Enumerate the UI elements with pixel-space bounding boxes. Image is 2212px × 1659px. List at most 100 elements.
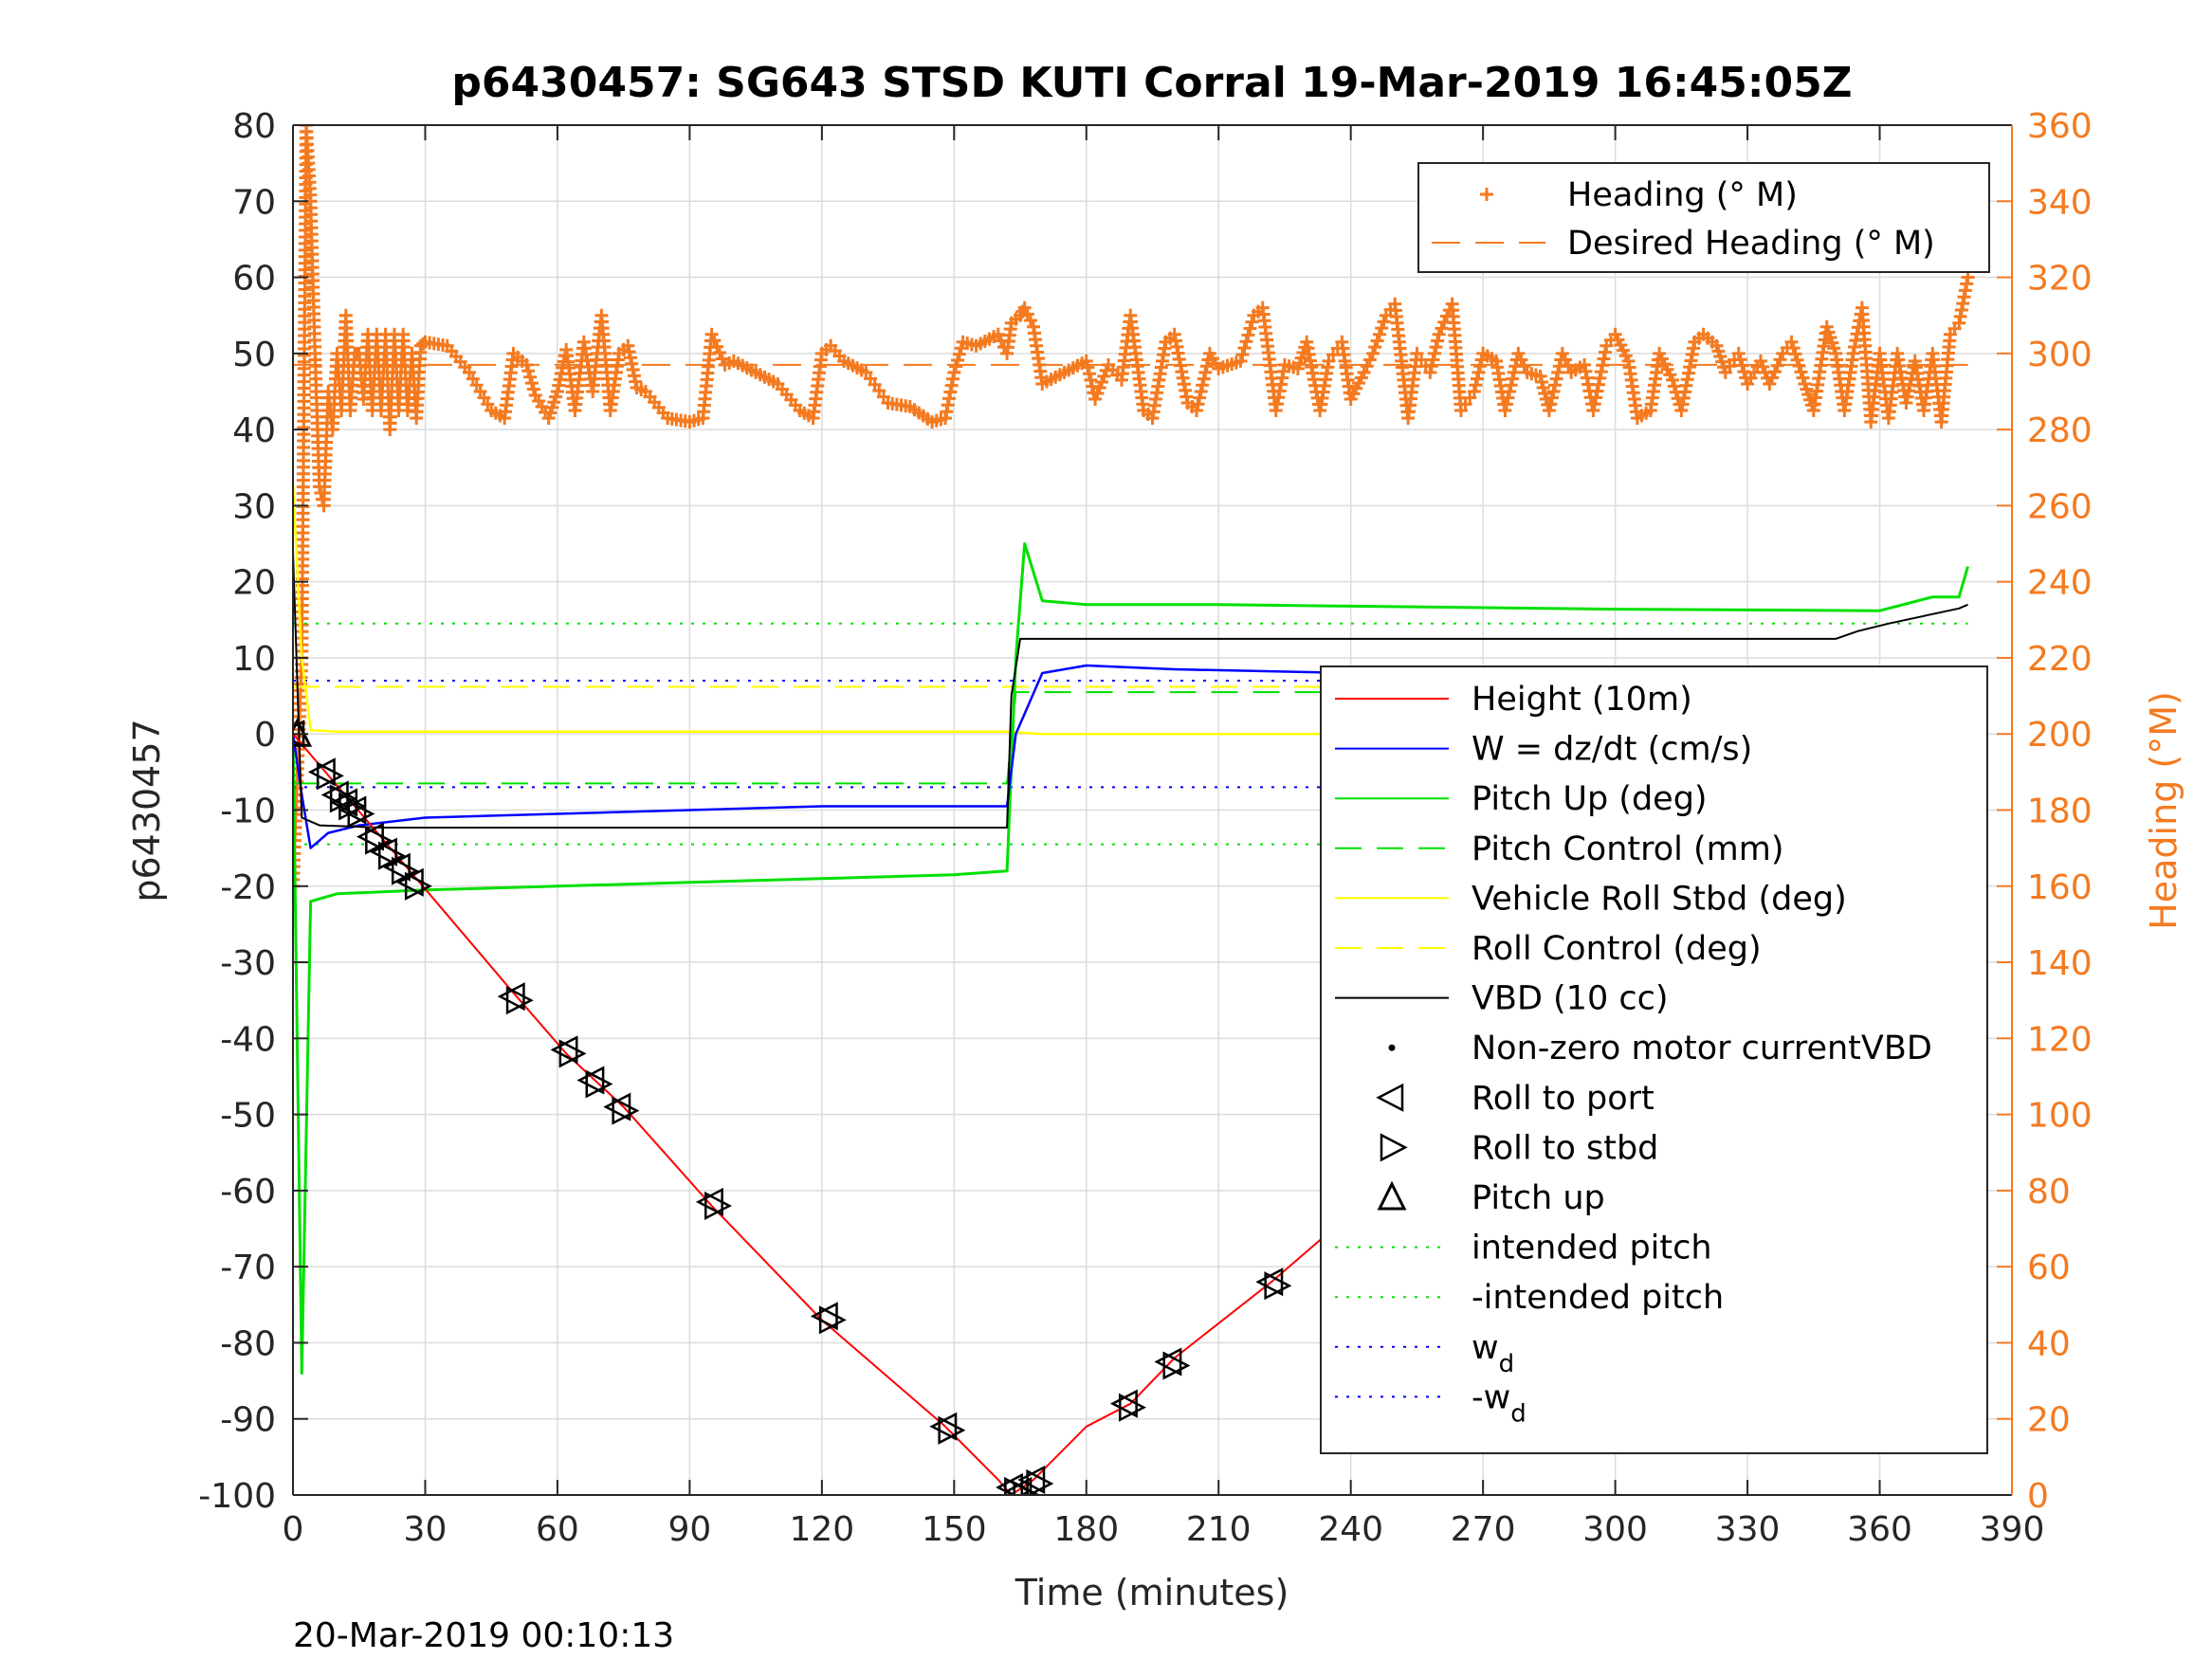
y-right-tick-label: 20 [2027, 1401, 2071, 1440]
y-right-tick-label: 340 [2027, 183, 2093, 222]
series-vbd-10-cc [293, 551, 1968, 829]
legend-entry-label: Roll to port [1472, 1080, 1654, 1118]
heading-point [1786, 341, 1801, 356]
y-tick-label: 70 [232, 183, 276, 222]
y-tick-label: 60 [232, 260, 276, 299]
roll-to-stbd-marker [612, 1096, 640, 1125]
y-right-tick-label: 200 [2027, 716, 2093, 755]
heading-point [1191, 397, 1205, 411]
heading-point [1667, 379, 1681, 393]
heading-point [1555, 346, 1569, 360]
y-tick-label: 50 [232, 336, 276, 374]
heading-point [1507, 365, 1521, 379]
heading-point [1245, 315, 1259, 329]
heading-point [1424, 359, 1438, 374]
roll-to-stbd-marker [316, 761, 344, 791]
heading-point [1504, 378, 1518, 392]
heading-point [1548, 378, 1563, 392]
heading-point [704, 327, 719, 341]
legend-entry-label: Heading (° M) [1567, 176, 1798, 214]
heading-point [520, 357, 534, 372]
y-right-tick-label: 320 [2027, 260, 2093, 299]
heading-point [1467, 384, 1481, 398]
x-tick-label: 240 [1318, 1510, 1383, 1549]
y-tick-label: -90 [220, 1401, 276, 1440]
heading-point [1428, 346, 1442, 360]
x-tick-label: 300 [1582, 1510, 1648, 1549]
y-right-tick-label: 180 [2027, 793, 2093, 831]
y-tick-label: 30 [232, 487, 276, 526]
heading-point [1429, 340, 1443, 355]
heading-point [1081, 360, 1095, 374]
heading-point [1239, 335, 1253, 349]
heading-point [1237, 341, 1252, 356]
y-tick-label: -80 [220, 1324, 276, 1363]
heading-point [1362, 353, 1377, 367]
heading-point [1365, 346, 1380, 360]
heading-point [1241, 328, 1255, 342]
roll-to-stbd-marker [1026, 1468, 1054, 1495]
y-tick-label: -20 [220, 868, 276, 907]
heading-point [1511, 346, 1526, 360]
roll-to-stbd-marker [378, 841, 406, 870]
heading-point [1375, 321, 1389, 336]
heading-point [1546, 384, 1561, 398]
roll-to-stbd-marker [558, 1039, 587, 1068]
x-tick-label: 120 [789, 1510, 854, 1549]
roll-to-stbd-marker [347, 799, 375, 829]
roll-to-stbd-marker [365, 826, 393, 855]
roll-to-stbd-marker [1013, 1480, 1041, 1495]
heading-point [1199, 359, 1214, 374]
roll-to-stbd-marker [338, 792, 367, 821]
heading-point [1562, 359, 1576, 374]
series-pitch-up-deg [293, 542, 1969, 1376]
heading-point [715, 352, 729, 366]
legend-heading-swatch [1480, 188, 1493, 201]
y-right-tick-label: 300 [2027, 336, 2093, 374]
heading-point [1794, 365, 1808, 379]
y-tick-label: -10 [220, 793, 276, 831]
roll-to-stbd-marker [1119, 1393, 1146, 1422]
y-tick-label: -70 [220, 1249, 276, 1287]
heading-point [1431, 334, 1445, 348]
heading-point [1470, 372, 1484, 386]
legend-swatch-dot [1388, 1044, 1396, 1051]
y-right-tick-label: 280 [2027, 411, 2093, 450]
roll-to-stbd-marker [391, 856, 419, 885]
roll-to-stbd-marker [1264, 1271, 1292, 1301]
y-tick-label: -40 [220, 1020, 276, 1059]
heading-point [1796, 371, 1810, 385]
chart-title: p6430457: SG643 STSD KUTI Corral 19-Mar-… [451, 59, 1852, 107]
heading-point [710, 339, 724, 354]
heading-point [1234, 354, 1248, 368]
legend-entry-label: Pitch Up (deg) [1472, 780, 1708, 818]
legend-entry-label: Pitch up [1472, 1179, 1605, 1217]
pitch-up-marker [293, 717, 313, 747]
heading-point [1243, 321, 1257, 336]
axes: 0 30 60 90 120 150 180 210 240 270 300 330 360 390-10… [198, 107, 2092, 1549]
y-right-tick-label: 360 [2027, 107, 2093, 146]
heading-point [1017, 301, 1032, 315]
y-tick-label: 80 [232, 107, 276, 146]
y-axis-right-label: Heading (°M) [2143, 691, 2185, 930]
x-tick-label: 210 [1186, 1510, 1252, 1549]
legend-heading-box [1417, 162, 1990, 273]
x-axis-label: Time (minutes) [1015, 1572, 1289, 1613]
heading-point [1472, 365, 1486, 379]
heading-point [1372, 327, 1386, 341]
heading-point [1357, 365, 1371, 379]
heading-point [1767, 365, 1782, 379]
x-tick-label: 0 [283, 1510, 304, 1549]
heading-point [1084, 373, 1098, 387]
x-tick-label: 330 [1715, 1510, 1781, 1549]
y-tick-label: -30 [220, 944, 276, 983]
heading-point [1792, 359, 1806, 374]
legend-entry-label: Roll Control (deg) [1472, 930, 1762, 968]
legend-entry-label: VBD (10 cc) [1472, 980, 1669, 1018]
y-right-tick-label: 40 [2027, 1324, 2071, 1363]
roll-to-stbd-marker [938, 1415, 966, 1445]
legend-entry-label: W = dz/dt (cm/s) [1472, 731, 1752, 769]
heading-point [1197, 372, 1211, 386]
heading-point [1666, 373, 1680, 387]
